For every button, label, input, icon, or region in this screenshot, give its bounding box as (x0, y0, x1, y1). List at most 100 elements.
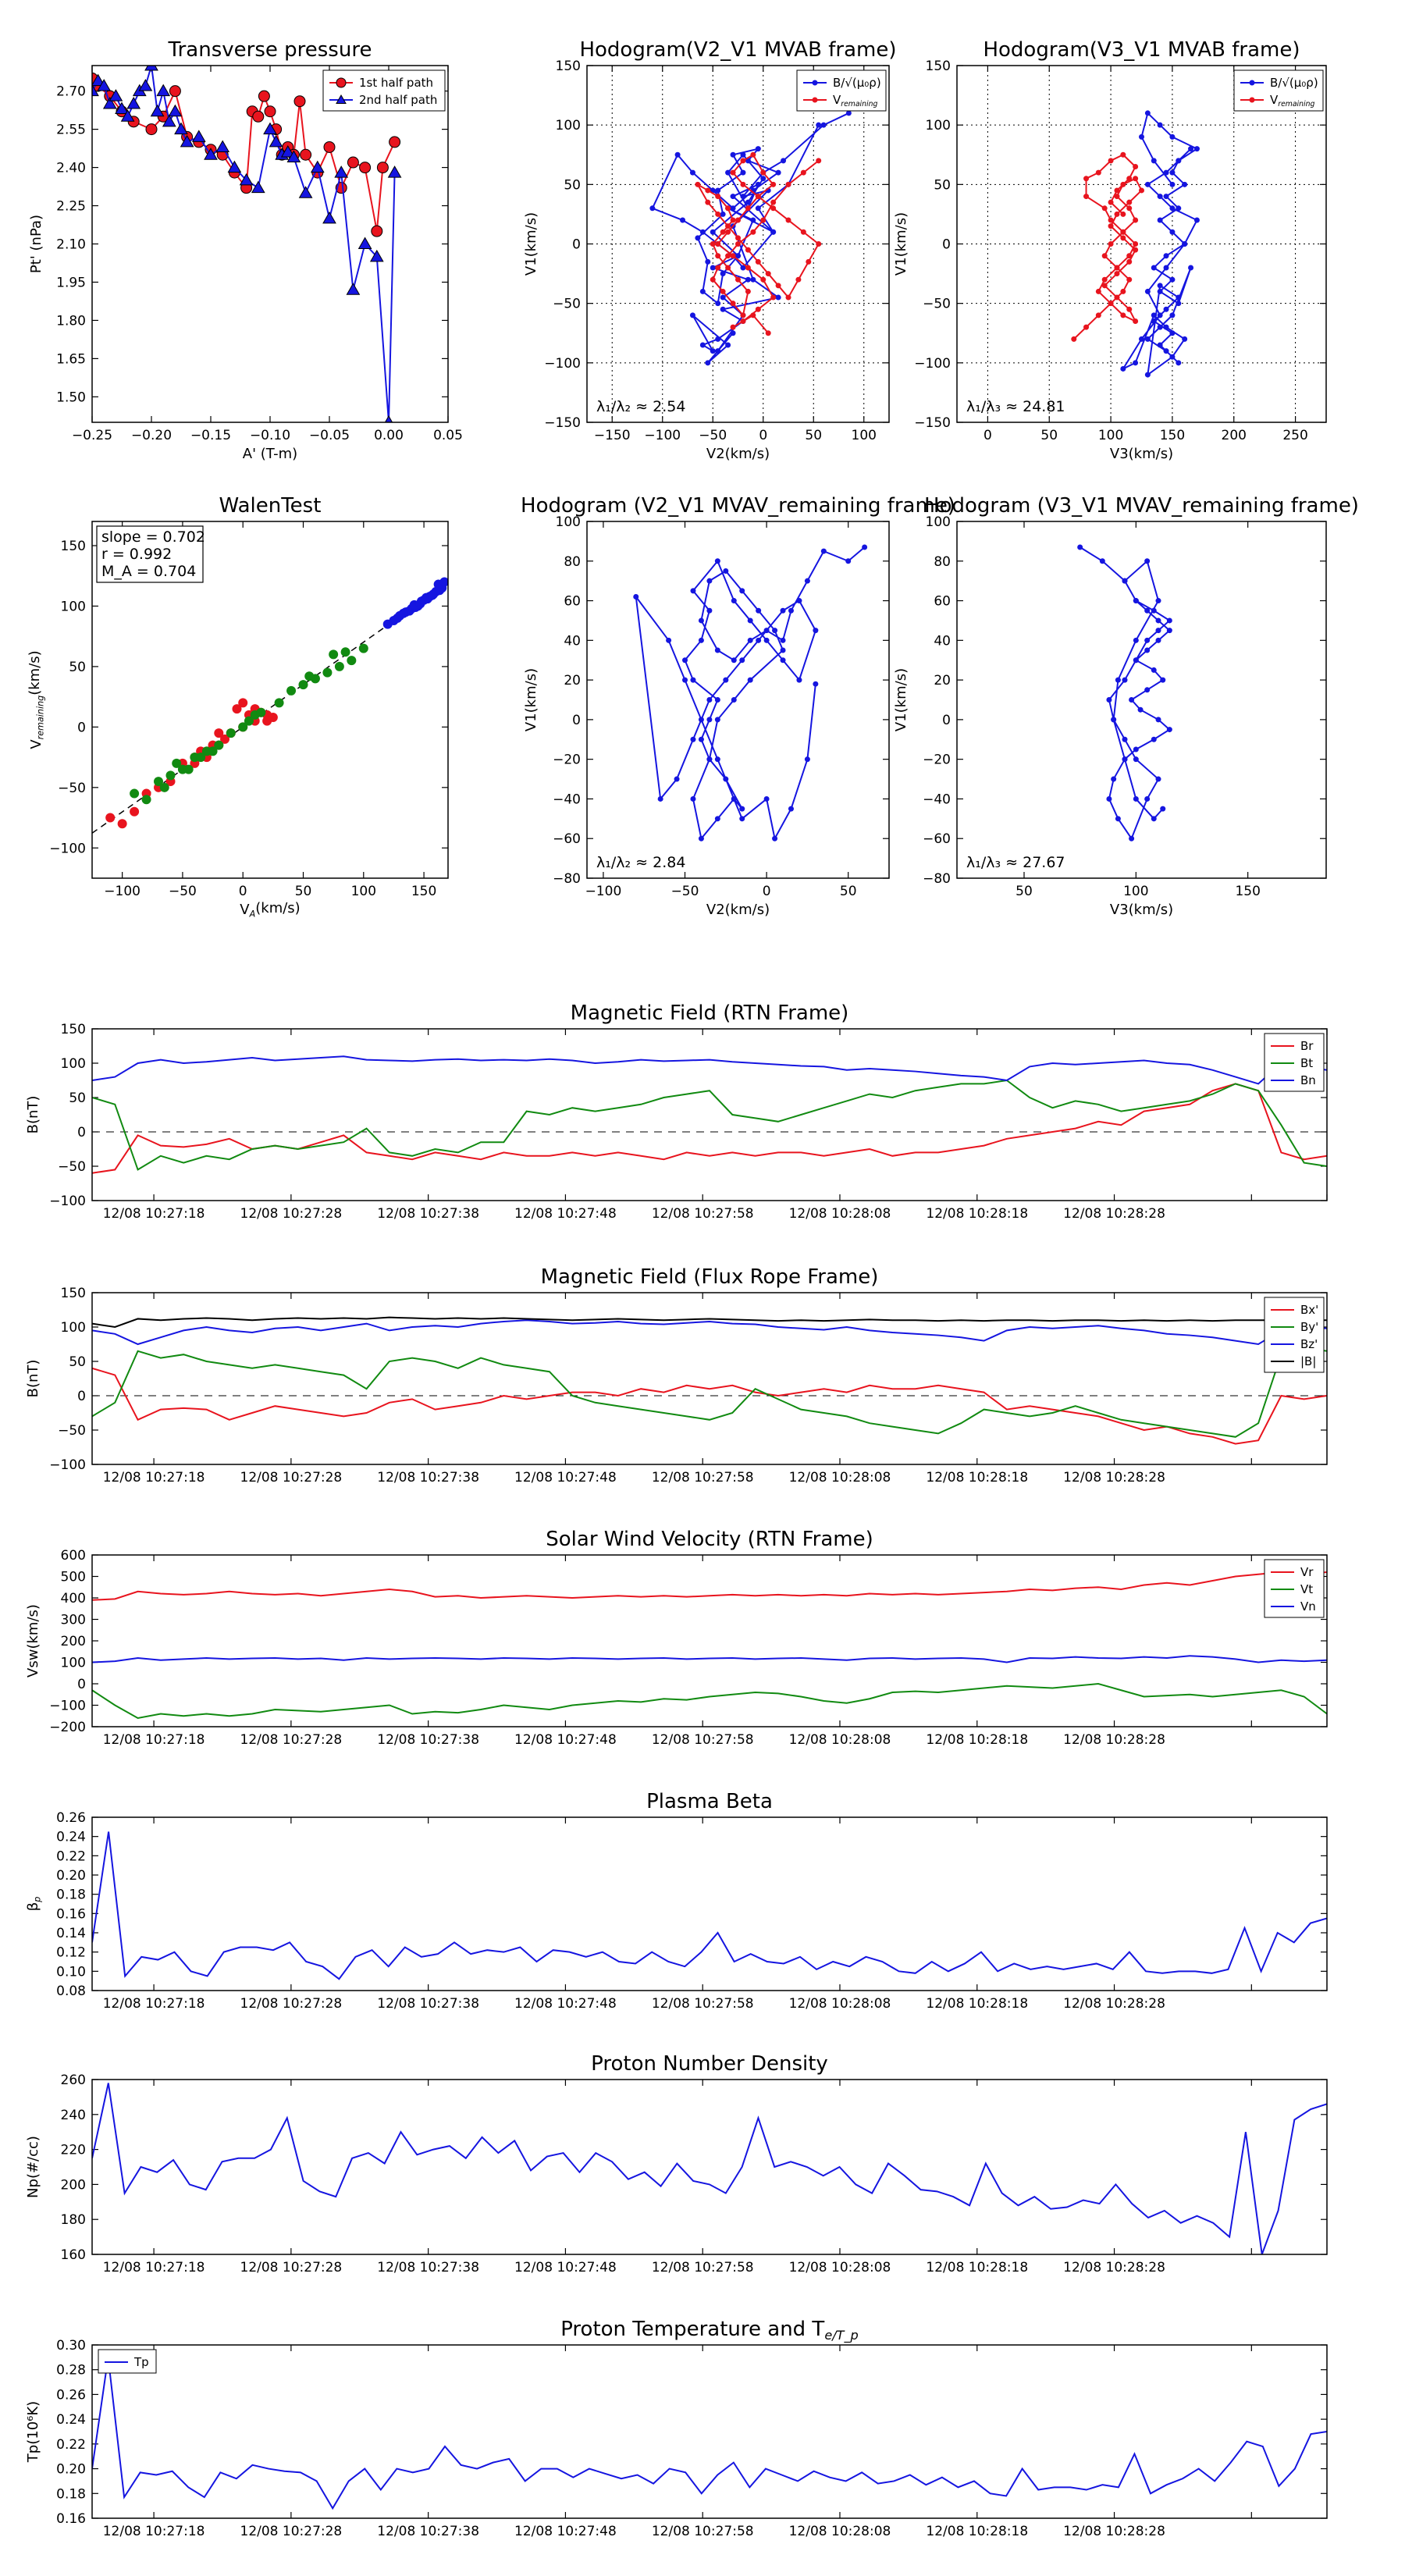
ratio-annotation: λ₁/λ₂ ≈ 2.84 (596, 854, 685, 871)
data-point (723, 776, 729, 782)
y-tick-label: −80 (553, 871, 581, 887)
data-point (1151, 265, 1157, 271)
y-tick-label: 0 (77, 1125, 86, 1140)
data-point (1182, 181, 1188, 187)
legend-label: 1st half path (359, 76, 433, 90)
data-point (1120, 312, 1126, 318)
data-point (1155, 637, 1161, 643)
data-point (1169, 205, 1176, 212)
stats-line: M_A = 0.704 (101, 563, 196, 580)
data-point (740, 265, 746, 271)
data-point (731, 697, 737, 703)
data-point (1114, 194, 1120, 200)
y-tick-label: 0 (942, 237, 951, 253)
data-point (1111, 776, 1117, 782)
x-tick-label: 12/08 10:28:08 (789, 1732, 891, 1748)
series-line-0 (92, 2357, 1327, 2510)
data-point (706, 607, 713, 614)
data-point (730, 151, 736, 158)
y-tick-label: 0.26 (56, 2387, 86, 2403)
data-point (785, 294, 791, 301)
y-tick-label: −150 (544, 415, 581, 431)
data-point (690, 736, 696, 742)
x-tick-label: 12/08 10:27:38 (377, 1996, 479, 2012)
y-tick-label: 60 (934, 594, 951, 610)
data-point (715, 265, 721, 271)
data-point (1169, 354, 1176, 360)
x-tick-label: 12/08 10:28:18 (926, 2524, 1028, 2539)
data-point (750, 217, 756, 223)
chart-title: Hodogram (V2_V1 MVAV_remaining frame) (521, 494, 955, 518)
y-tick-label: 40 (934, 633, 951, 649)
data-point (813, 628, 819, 634)
data-point (280, 144, 295, 158)
data-point (389, 136, 401, 148)
data-point (820, 548, 827, 554)
y-tick-label: 180 (61, 2212, 86, 2228)
data-point (1160, 677, 1166, 683)
data-point (1126, 276, 1133, 283)
y-tick-label: 0 (572, 713, 581, 728)
data-point (765, 330, 771, 336)
data-point (214, 728, 224, 738)
data-point (1139, 336, 1144, 342)
y-axis-label: V1(km/s) (893, 668, 909, 731)
plot-area (633, 544, 868, 841)
x-tick-label: 50 (295, 884, 312, 899)
x-axis-label: VA(km/s)V_A(km/s) (240, 900, 300, 919)
data-point (1169, 312, 1176, 318)
data-point (723, 568, 729, 574)
data-point (1144, 687, 1151, 693)
y-tick-label: 150 (61, 1286, 86, 1301)
y-tick-label: 80 (934, 554, 951, 570)
x-tick-label: 12/08 10:28:28 (1063, 2260, 1165, 2275)
plot-frame (956, 521, 1327, 879)
data-point (1144, 288, 1151, 294)
data-point (141, 795, 151, 805)
y-tick-label: 100 (61, 1656, 86, 1671)
data-point (346, 283, 361, 295)
data-point (1083, 324, 1090, 330)
data-point (714, 697, 720, 703)
y-tick-label: −100 (49, 1194, 86, 1209)
data-point (252, 110, 265, 123)
x-tick-label: 12/08 10:27:28 (240, 1996, 343, 2012)
x-tick-label: 12/08 10:27:18 (103, 2260, 205, 2275)
y-axis-label: Vremaining(km/s)V_remaining(km/s) (27, 650, 45, 749)
data-point (415, 599, 425, 609)
data-point (1157, 217, 1163, 223)
legend-box (1233, 69, 1324, 112)
data-point (108, 89, 123, 101)
x-tick-label: 0.05 (433, 428, 463, 443)
data-point (730, 301, 736, 307)
y-tick-label: 150 (556, 59, 581, 74)
data-point (92, 84, 99, 97)
plot-frame (91, 1292, 1328, 1465)
data-point (775, 169, 781, 176)
data-point (705, 187, 711, 194)
chart-title: Proton Number Density (591, 2052, 828, 2076)
data-point (1133, 247, 1139, 253)
legend-label: VremainingV_remaining (1270, 93, 1315, 109)
data-point (633, 593, 639, 600)
data-point (1144, 607, 1151, 614)
data-point (745, 199, 751, 205)
data-point (725, 169, 731, 176)
data-point (174, 122, 188, 135)
data-point (1157, 283, 1163, 289)
data-point (845, 558, 852, 564)
data-point (715, 336, 721, 342)
data-point (715, 348, 721, 354)
data-point (1144, 110, 1151, 116)
data-point (689, 312, 695, 318)
data-point (384, 415, 393, 422)
x-tick-label: 12/08 10:27:38 (377, 2260, 479, 2275)
series-line-0 (635, 546, 866, 841)
y-tick-label: 240 (61, 2108, 86, 2123)
data-point (310, 160, 325, 173)
x-tick-label: 100 (852, 428, 877, 443)
y-tick-label: 2.25 (56, 199, 86, 215)
x-tick-label: 50 (840, 884, 857, 899)
x-tick-label: −0.25 (72, 428, 112, 443)
data-point (689, 169, 695, 176)
